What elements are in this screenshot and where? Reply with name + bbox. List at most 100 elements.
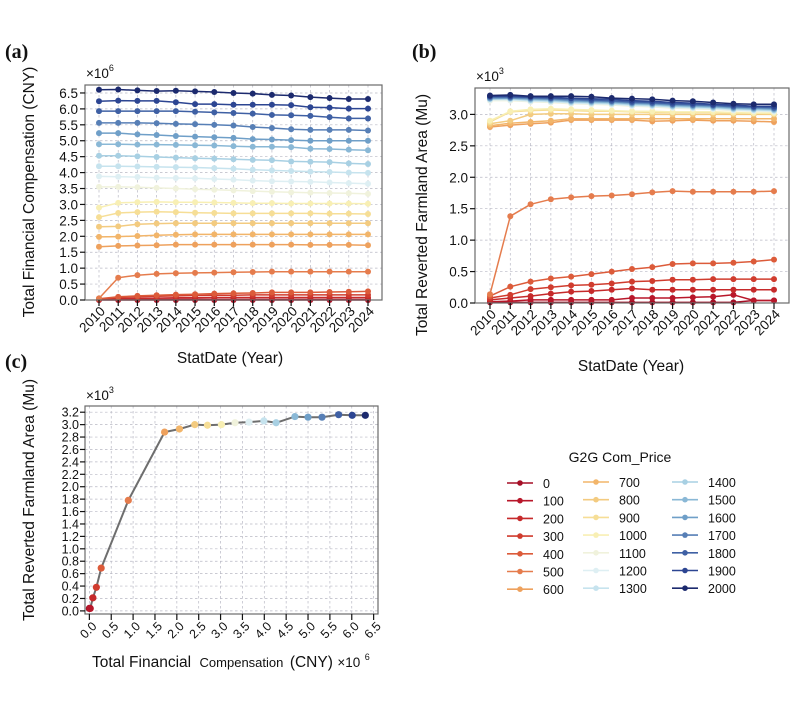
panel-a-y-axis-title: Total Financial Compensation (CNY) bbox=[21, 67, 38, 318]
data-point bbox=[588, 193, 595, 200]
data-point bbox=[326, 241, 333, 248]
data-point bbox=[710, 99, 717, 106]
data-point bbox=[771, 276, 777, 283]
data-point bbox=[249, 110, 256, 117]
data-point bbox=[96, 86, 102, 93]
data-point bbox=[507, 108, 514, 115]
data-point bbox=[649, 286, 656, 293]
data-point bbox=[547, 93, 554, 100]
data-point bbox=[115, 233, 122, 240]
data-point bbox=[134, 119, 141, 126]
legend-item-1600: 1600 bbox=[672, 511, 736, 525]
panel-a-x-axis-title: StatDate (Year) bbox=[177, 350, 283, 367]
data-point bbox=[230, 156, 237, 163]
data-point bbox=[649, 299, 656, 306]
data-point bbox=[153, 198, 160, 205]
x-tick-label: 5.5 bbox=[318, 619, 340, 641]
data-point-1000 bbox=[217, 421, 226, 429]
data-point-300 bbox=[92, 583, 100, 591]
panel-c-chart: 0.00.20.40.60.81.01.21.41.61.82.02.22.42… bbox=[21, 379, 384, 671]
data-point bbox=[192, 209, 199, 216]
data-point bbox=[568, 194, 575, 201]
x-tick-label: 6.5 bbox=[362, 619, 384, 641]
data-point bbox=[649, 277, 656, 284]
legend-label: 1800 bbox=[708, 547, 736, 561]
panel-b-label: (b) bbox=[412, 41, 436, 63]
data-point bbox=[730, 286, 737, 293]
data-point bbox=[568, 273, 575, 280]
data-point-1700 bbox=[318, 413, 326, 421]
data-point bbox=[249, 143, 256, 150]
data-point bbox=[153, 270, 160, 277]
data-point bbox=[134, 108, 141, 115]
data-point bbox=[568, 296, 575, 303]
y-tick-label: 0.8 bbox=[62, 555, 79, 569]
data-point bbox=[326, 289, 333, 296]
data-point-1500 bbox=[291, 412, 299, 421]
y-tick-label: 0.4 bbox=[62, 580, 79, 594]
panel-c-grid bbox=[85, 406, 378, 614]
series-a-400 bbox=[96, 288, 371, 302]
panel-a-y-multiplier-exp: 6 bbox=[109, 63, 114, 73]
data-point bbox=[365, 169, 371, 176]
data-point bbox=[588, 107, 595, 114]
legend-marker bbox=[517, 586, 523, 592]
legend-label: 1000 bbox=[619, 529, 647, 543]
data-point bbox=[211, 220, 218, 227]
data-point bbox=[192, 175, 199, 182]
data-point bbox=[710, 286, 717, 293]
data-point bbox=[629, 191, 635, 198]
series-a-1900 bbox=[96, 97, 371, 112]
data-point bbox=[230, 187, 237, 194]
y-tick-label: 0.0 bbox=[449, 296, 468, 311]
data-point bbox=[730, 299, 737, 306]
data-point bbox=[345, 231, 352, 238]
legend-label: 100 bbox=[543, 495, 564, 509]
data-point bbox=[365, 160, 371, 167]
y-tick-label: 1.0 bbox=[59, 261, 78, 276]
data-point bbox=[192, 269, 199, 276]
data-point bbox=[115, 183, 122, 190]
data-point bbox=[365, 231, 371, 238]
series-a-1200 bbox=[96, 173, 371, 187]
panel-c-y-multiplier-exp: 3 bbox=[109, 385, 114, 395]
data-point bbox=[230, 143, 237, 150]
data-point bbox=[288, 210, 295, 217]
data-point bbox=[134, 292, 141, 299]
panel-a-chart: 0.00.51.01.52.02.53.03.54.04.55.05.56.06… bbox=[21, 63, 383, 367]
data-point bbox=[669, 97, 676, 104]
data-point bbox=[192, 291, 199, 298]
data-point bbox=[750, 188, 757, 195]
data-point bbox=[365, 96, 371, 103]
data-point bbox=[326, 200, 333, 207]
data-point bbox=[547, 290, 554, 297]
data-point bbox=[608, 296, 615, 303]
data-point bbox=[172, 199, 179, 206]
data-point bbox=[288, 168, 295, 174]
data-point bbox=[669, 188, 676, 195]
series-b-700 bbox=[487, 115, 777, 129]
data-point bbox=[689, 286, 696, 293]
panel-c-y-multiplier: ×103 bbox=[86, 385, 114, 403]
legend-item-1200: 1200 bbox=[583, 565, 647, 579]
legend-marker bbox=[682, 496, 688, 503]
y-tick-label: 6.0 bbox=[59, 102, 78, 117]
data-point bbox=[307, 158, 314, 165]
panel-c-frame bbox=[84, 405, 379, 615]
y-tick-label: 2.2 bbox=[62, 468, 79, 482]
data-point bbox=[134, 131, 141, 138]
data-point bbox=[153, 141, 160, 148]
legend-label: 1700 bbox=[708, 529, 736, 543]
legend-marker bbox=[682, 550, 688, 556]
panel-a-y-multiplier-base: ×10 bbox=[86, 66, 109, 81]
data-point bbox=[730, 188, 737, 195]
panel-c-x-axis-title: Total Financial Compensation (CNY) ×10 6 bbox=[92, 652, 370, 671]
data-point bbox=[307, 210, 314, 217]
data-point bbox=[588, 93, 595, 100]
data-point bbox=[507, 91, 514, 98]
data-point bbox=[268, 111, 275, 118]
data-point-900 bbox=[203, 421, 212, 429]
legend-item-600: 600 bbox=[507, 583, 564, 597]
data-point bbox=[527, 118, 534, 125]
panel-c-y-multiplier-base: ×10 bbox=[86, 388, 109, 403]
